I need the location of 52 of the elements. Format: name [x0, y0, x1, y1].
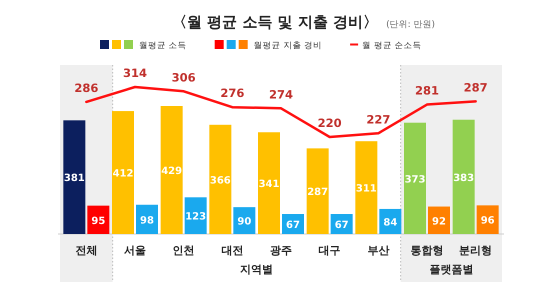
x-tick-label: 전체: [75, 244, 98, 257]
bar: [258, 132, 280, 234]
data-label: 90: [237, 216, 252, 228]
bar: [209, 124, 232, 234]
data-label: 67: [334, 220, 349, 232]
data-label: 92: [432, 216, 446, 228]
legend-label: 월평균 지출 경비: [254, 41, 322, 51]
chart-subtitle: (단위: 만원): [386, 20, 435, 30]
data-label: 220: [318, 116, 342, 130]
data-label: 123: [185, 212, 206, 223]
band-label: 플랫폼별: [429, 263, 474, 276]
x-tick-label: 통합형: [410, 244, 444, 257]
chart-title: 〈월 평균 소득 및 지출 경비〉: [172, 13, 378, 31]
legend-label: 월평균 소득: [139, 41, 187, 51]
data-label: 314: [122, 66, 148, 80]
data-label: 383: [453, 172, 474, 184]
bar: [160, 106, 183, 234]
data-label: 429: [161, 166, 182, 177]
data-label: 381: [64, 173, 85, 184]
data-label: 281: [414, 84, 440, 98]
data-label: 84: [383, 217, 398, 228]
bar: [63, 120, 86, 234]
bar: [112, 111, 134, 234]
x-tick-label: 부산: [367, 244, 390, 257]
x-tick-label: 광주: [270, 244, 292, 257]
x-tick-label: 인천: [172, 244, 195, 257]
text: 지역별: [239, 263, 274, 276]
data-label: 287: [307, 187, 328, 198]
data-label: 286: [74, 80, 98, 95]
bar: [404, 122, 426, 234]
data-label: 306: [172, 70, 196, 84]
bar: [306, 148, 329, 234]
data-label: 311: [356, 184, 377, 195]
data-label: 276: [220, 86, 244, 100]
data-label: 95: [91, 216, 106, 227]
data-label: 341: [258, 179, 280, 190]
x-tick-label: 서울: [124, 244, 146, 257]
legend-label: 월 평균 순소득: [362, 41, 422, 51]
x-tick-label: 분리형: [459, 244, 492, 257]
data-label: 96: [480, 216, 495, 227]
x-tick-label: 대전: [221, 244, 244, 257]
bar: [452, 120, 475, 234]
data-label: 412: [112, 168, 134, 180]
data-label: 67: [286, 220, 300, 232]
data-label: 373: [404, 174, 426, 186]
bar: [355, 141, 378, 234]
data-label: 274: [268, 87, 294, 102]
data-label: 98: [140, 215, 154, 226]
x-tick-label: 대구: [318, 244, 341, 257]
data-label: 287: [464, 80, 488, 94]
data-label: 366: [210, 175, 231, 186]
data-label: 227: [366, 112, 390, 126]
